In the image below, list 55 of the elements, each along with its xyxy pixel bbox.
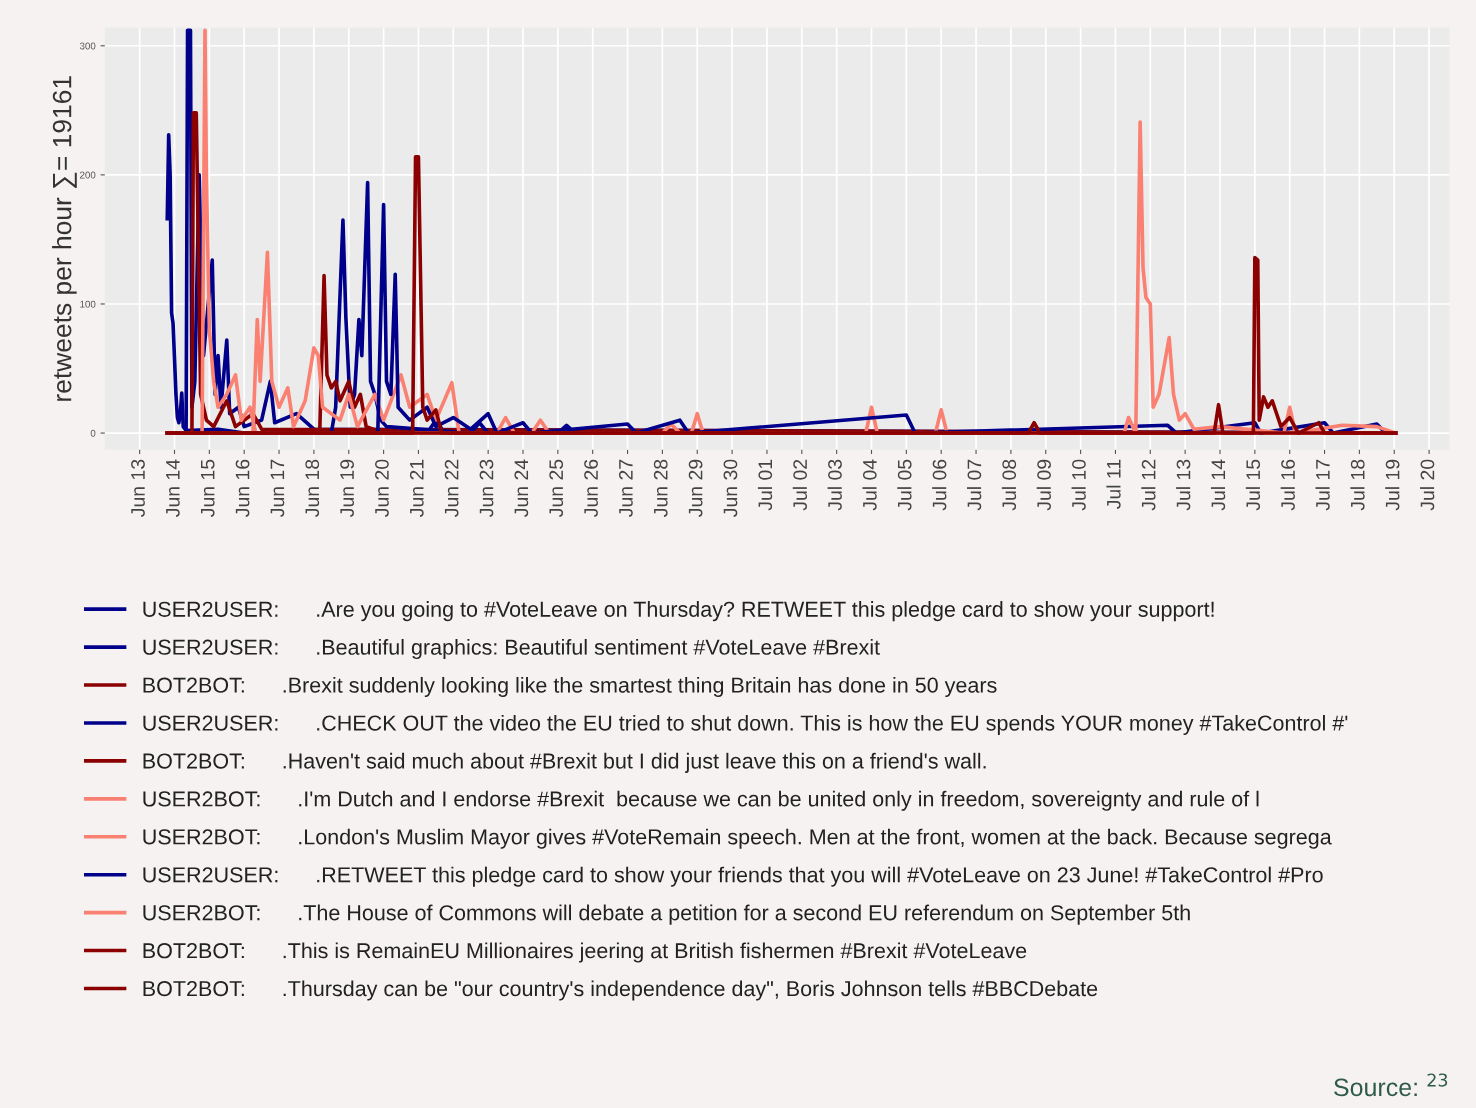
x-tick-label: Jun 30 [723, 459, 738, 517]
legend-label: USER2BOT: .London's Muslim Mayor gives #VoteRemain speech. Men at the front, women at the back. Because segrega [143, 828, 1332, 849]
legend-label: USER2BOT: .The House of Commons will debate a petition for a second EU referendum on September 5th [143, 904, 1190, 925]
x-tick-label: Jul 19 [1385, 459, 1400, 511]
x-tick-label: Jun 15 [201, 459, 215, 517]
x-tick-label: Jun 22 [444, 459, 459, 517]
x-tick-label: Jun 24 [514, 459, 529, 517]
x-tick-label: Jun 19 [340, 459, 354, 517]
x-tick-label: Jun 16 [235, 459, 250, 517]
x-tick-label: Jul 02 [792, 459, 808, 511]
x-tick-label: Jul 07 [966, 459, 982, 511]
x-tick-label: Jun 23 [479, 459, 494, 517]
x-tick-label: Jul 09 [1036, 459, 1051, 511]
x-tick-label: Jul 12 [1141, 459, 1156, 511]
legend-label: BOT2BOT: .This is RemainEU Millionaires jeering at British fishermen #Brexit #VoteLeave [143, 942, 1027, 963]
x-tick-label: Jul 17 [1315, 459, 1330, 511]
x-tick-label: Jul 18 [1350, 459, 1365, 511]
y-tick-label: 200 [80, 171, 96, 179]
x-tick-label: Jul 20 [1420, 459, 1435, 511]
legend-label: BOT2BOT: .Haven't said much about #Brexit but I did just leave this on a friend's wall. [143, 752, 986, 773]
legend-label: USER2USER: .Are you going to #VoteLeave on Thursday? RETWEET this pledge card to show your support! [143, 601, 1214, 622]
x-tick-label: Jul 14 [1210, 459, 1226, 511]
y-axis-title: retweets per hour ∑= 19161 [52, 76, 77, 401]
x-tick-label: Jul 10 [1071, 459, 1086, 511]
x-tick-label: Jun 26 [584, 459, 598, 517]
x-tick-label: Jul 05 [897, 459, 912, 511]
x-tick-label: Jul 06 [932, 459, 947, 511]
x-tick-label: Jul 04 [862, 459, 877, 511]
x-tick-label: Jun 25 [549, 459, 564, 517]
x-tick-label: Jul 01 [757, 459, 773, 511]
x-tick-label: Jul 16 [1280, 459, 1295, 511]
x-tick-label: Jun 21 [409, 459, 424, 517]
legend-label: BOT2BOT: .Thursday can be "our country's independence day", Boris Johnson tells #BBCDebate [143, 980, 1098, 1001]
legend-label: USER2USER: .CHECK OUT the video the EU tried to shut down. This is how the EU spends YOUR money #TakeControl #' [143, 714, 1348, 735]
x-tick-label: Jun 14 [166, 459, 180, 517]
x-tick-label: Jun 13 [131, 459, 145, 517]
x-tick-label: Jul 03 [827, 459, 842, 511]
x-tick-label: Jun 20 [375, 459, 389, 517]
x-tick-label: Jun 17 [270, 459, 285, 517]
legend-label: USER2USER: .Beautiful graphics: Beautiful sentiment #VoteLeave #Brexit [143, 639, 880, 660]
x-tick-label: Jul 13 [1176, 459, 1191, 511]
x-tick-label: Jun 18 [305, 459, 320, 517]
y-tick-label: 0 [90, 429, 96, 437]
x-tick-label: Jun 28 [653, 459, 668, 517]
x-tick-label: Jul 08 [1001, 459, 1017, 511]
legend-label: USER2BOT: .I'm Dutch and I endorse #Brexit because we can be united only in freedom, sovereignty and rule of l [143, 790, 1259, 811]
legend-label: BOT2BOT: .Brexit suddenly looking like the smartest thing Britain has done in 50 years [143, 676, 997, 698]
source-note: Source: $^{23}$ [1334, 1073, 1448, 1097]
y-tick-label: 100 [80, 300, 96, 308]
x-tick-label: Jul 15 [1245, 459, 1261, 511]
y-tick-label: 300 [79, 42, 96, 50]
x-tick-label: Jul 11 [1106, 459, 1121, 510]
x-tick-label: Jun 27 [619, 459, 633, 517]
legend-label: USER2USER: .RETWEET this pledge card to show your friends that you will #VoteLeave on 23 June! #TakeControl #Pro [143, 866, 1323, 887]
x-tick-label: Jun 29 [688, 459, 703, 517]
